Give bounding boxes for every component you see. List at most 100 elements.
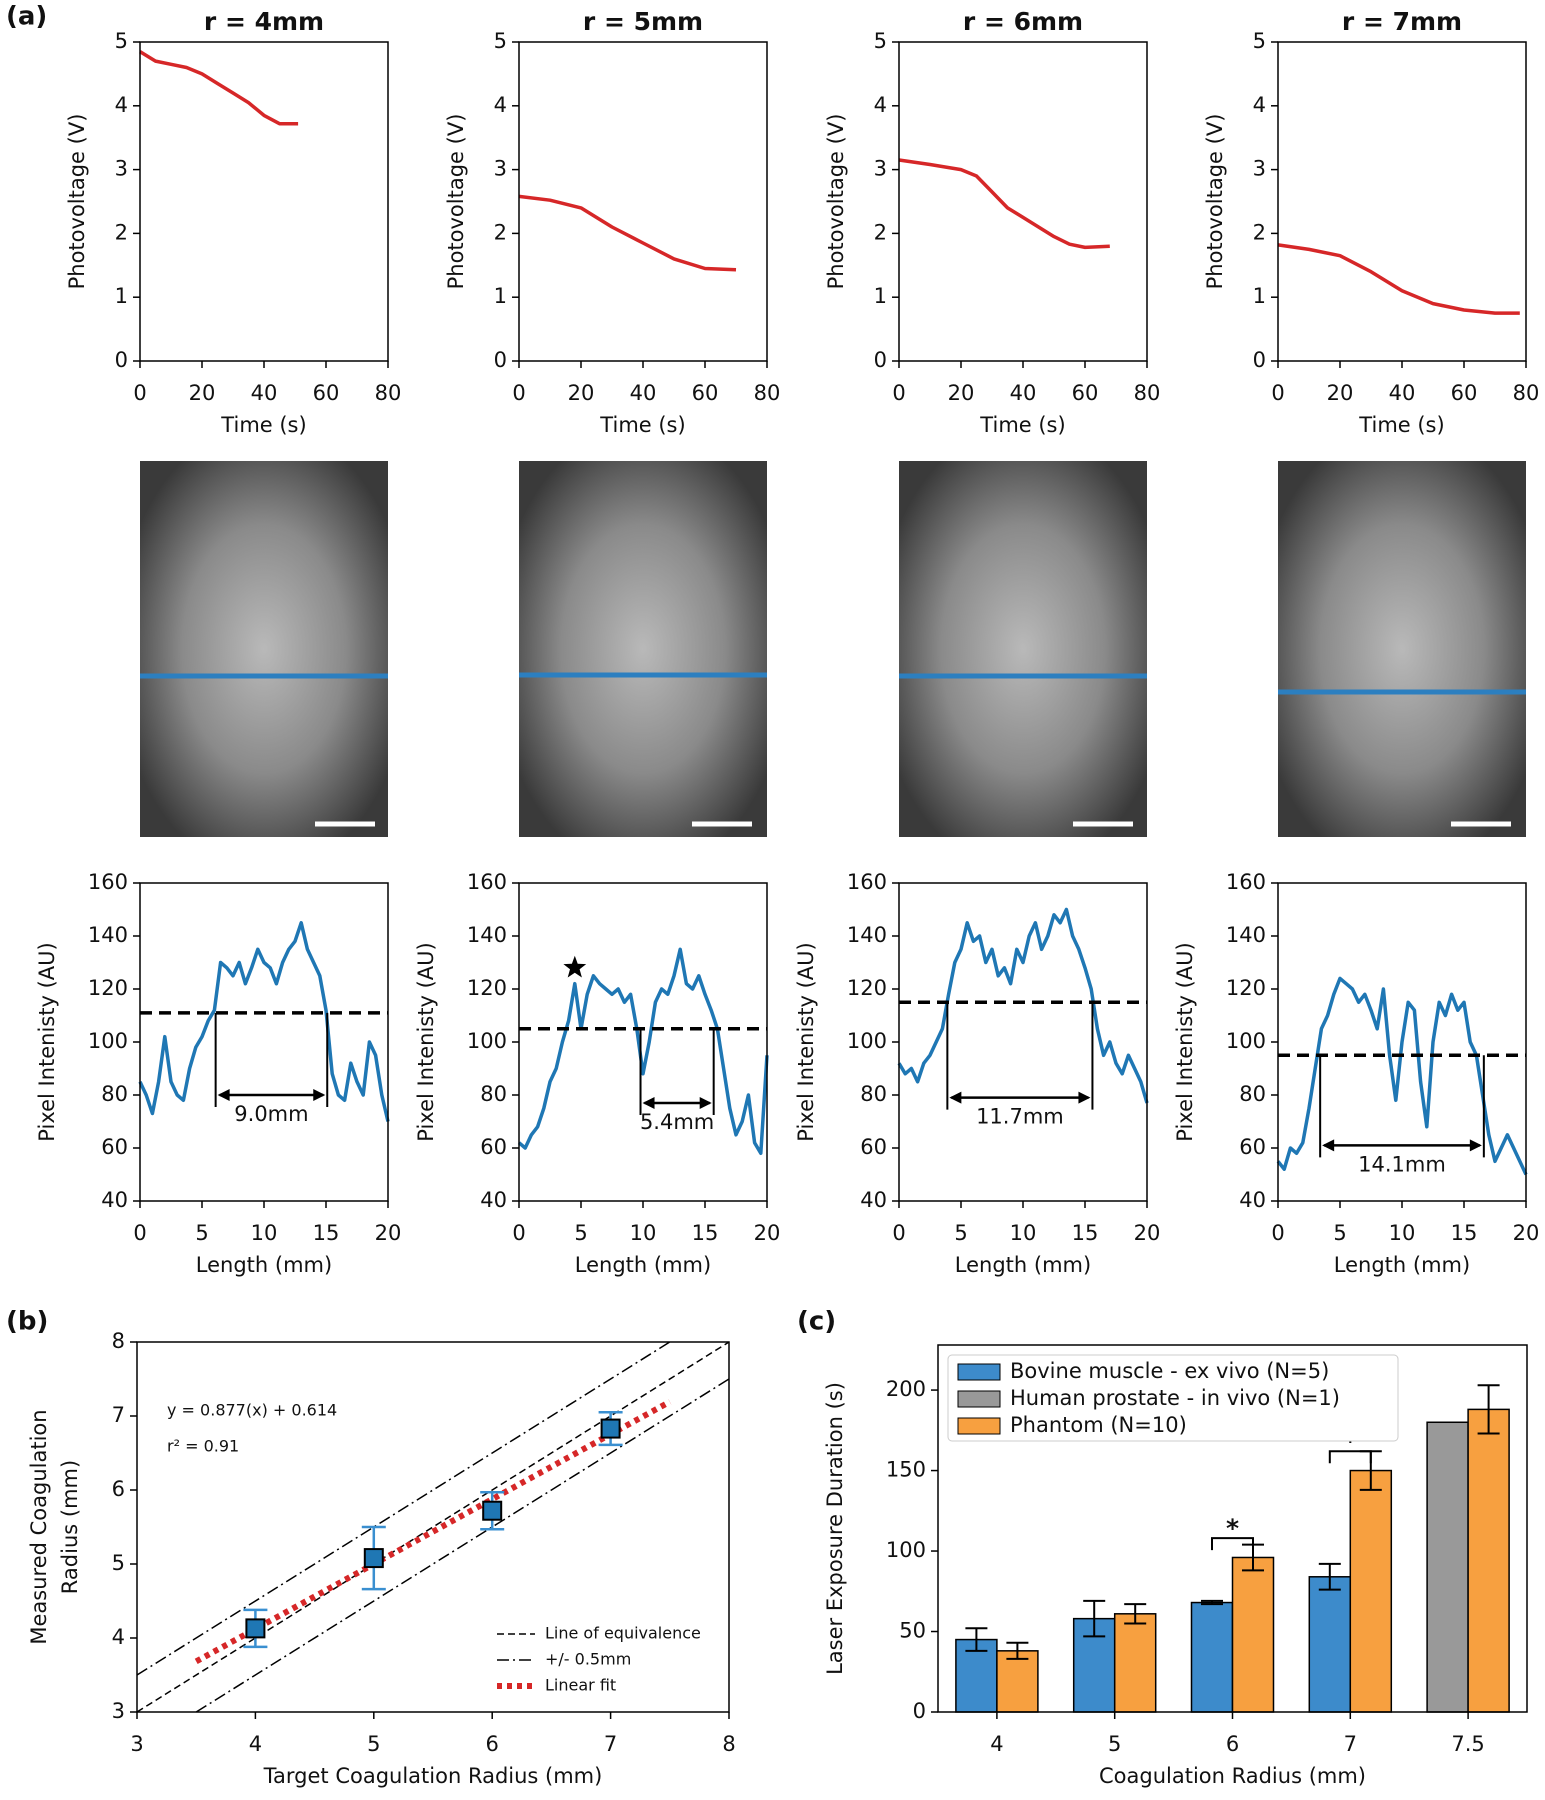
significance-bracket bbox=[1328, 1450, 1372, 1464]
y-tick-label: 1 bbox=[1253, 284, 1266, 308]
tissue-image bbox=[1278, 461, 1526, 837]
x-tick-label: 0 bbox=[892, 1221, 905, 1245]
point bbox=[363, 1548, 384, 1569]
axes-frame bbox=[139, 882, 389, 1202]
legend-label: Bovine muscle - ex vivo (N=5) bbox=[1010, 1359, 1329, 1383]
x-axis-label: Time (s) bbox=[1358, 413, 1444, 437]
bar bbox=[1190, 1601, 1234, 1713]
x-tick-label: 4 bbox=[249, 1732, 262, 1756]
axes-frame bbox=[518, 882, 768, 1202]
y-tick-label: 150 bbox=[886, 1458, 926, 1482]
x-tick-label: 20 bbox=[1327, 381, 1354, 405]
x-tick-label: 15 bbox=[1072, 1221, 1099, 1245]
axes-frame bbox=[1277, 41, 1527, 362]
y-tick-label: 120 bbox=[1226, 976, 1266, 1000]
x-tick-label: 60 bbox=[313, 381, 340, 405]
tissue-image bbox=[140, 461, 388, 837]
x-tick-label: 20 bbox=[1134, 1221, 1161, 1245]
x-tick-label: 15 bbox=[313, 1221, 340, 1245]
y-tick-label: 80 bbox=[860, 1082, 887, 1106]
bar bbox=[1349, 1469, 1393, 1713]
significance-label: * bbox=[1226, 1514, 1239, 1543]
x-tick-label: 0 bbox=[512, 1221, 525, 1245]
span-label: 9.0mm bbox=[234, 1102, 308, 1126]
x-tick-label: 7 bbox=[1344, 1732, 1357, 1756]
arrow-head bbox=[313, 1089, 326, 1101]
x-tick-label: 60 bbox=[1072, 381, 1099, 405]
span-label: 5.4mm bbox=[640, 1110, 714, 1134]
x-tick-label: 20 bbox=[568, 381, 595, 405]
x-axis-label: Length (mm) bbox=[575, 1253, 711, 1277]
y-tick-label: 5 bbox=[874, 29, 887, 53]
fit-line bbox=[136, 1341, 730, 1713]
significance-bracket bbox=[1211, 1537, 1254, 1551]
y-axis-label: Pixel Intenisty (AU) bbox=[794, 942, 818, 1141]
legend-label: +/- 0.5mm bbox=[545, 1650, 631, 1669]
y-tick-label: 100 bbox=[88, 1029, 128, 1053]
y-tick-label: 4 bbox=[112, 1625, 125, 1649]
y-axis-label: Laser Exposure Duration (s) bbox=[823, 1382, 847, 1675]
x-tick-label: 80 bbox=[754, 381, 781, 405]
point bbox=[600, 1418, 621, 1439]
y-tick-label: 2 bbox=[874, 220, 887, 244]
y-axis-label: Photovoltage (V) bbox=[65, 114, 89, 290]
chart-title: r = 6mm bbox=[963, 7, 1083, 36]
y-tick-label: 200 bbox=[886, 1377, 926, 1401]
point bbox=[245, 1618, 266, 1639]
star-marker bbox=[563, 955, 587, 978]
y-tick-label: 60 bbox=[480, 1135, 507, 1159]
arrow-head bbox=[217, 1089, 230, 1101]
y-axis-label: Pixel Intenisty (AU) bbox=[414, 942, 438, 1141]
x-tick-label: 5 bbox=[195, 1221, 208, 1245]
bar bbox=[1113, 1613, 1157, 1713]
bar bbox=[1426, 1421, 1469, 1713]
y-tick-label: 60 bbox=[1239, 1135, 1266, 1159]
data-line bbox=[897, 907, 1149, 1104]
axes-frame bbox=[518, 41, 768, 362]
x-tick-label: 80 bbox=[1134, 381, 1161, 405]
data-line bbox=[517, 947, 769, 1156]
x-tick-label: 40 bbox=[630, 381, 657, 405]
arrow-head bbox=[1322, 1139, 1335, 1152]
x-axis-label: Time (s) bbox=[220, 413, 306, 437]
y-tick-label: 40 bbox=[480, 1188, 507, 1212]
x-tick-label: 60 bbox=[692, 381, 719, 405]
annotation: r² = 0.91 bbox=[167, 1437, 239, 1456]
span-label: 14.1mm bbox=[1358, 1152, 1446, 1176]
tissue-image bbox=[519, 461, 767, 837]
y-tick-label: 2 bbox=[494, 220, 507, 244]
x-tick-label: 6 bbox=[486, 1732, 499, 1756]
x-tick-label: 0 bbox=[1271, 381, 1284, 405]
y-tick-label: 60 bbox=[860, 1135, 887, 1159]
y-tick-label: 5 bbox=[1253, 29, 1266, 53]
legend-label: Human prostate - in vivo (N=1) bbox=[1010, 1386, 1340, 1410]
y-tick-label: 100 bbox=[847, 1029, 887, 1053]
x-tick-label: 5 bbox=[1108, 1732, 1121, 1756]
y-tick-label: 0 bbox=[1253, 348, 1266, 372]
x-tick-label: 10 bbox=[1010, 1221, 1037, 1245]
y-tick-label: 160 bbox=[88, 870, 128, 894]
y-tick-label: 0 bbox=[874, 348, 887, 372]
x-tick-label: 20 bbox=[189, 381, 216, 405]
bar bbox=[1231, 1556, 1275, 1713]
bar bbox=[1467, 1408, 1510, 1713]
y-tick-label: 5 bbox=[115, 29, 128, 53]
tissue-image bbox=[899, 461, 1147, 837]
y-tick-label: 60 bbox=[101, 1135, 128, 1159]
panel-label: (c) bbox=[797, 1307, 836, 1337]
legend-label: Line of equivalence bbox=[545, 1624, 701, 1643]
y-tick-label: 2 bbox=[1253, 220, 1266, 244]
y-axis-label: Measured Coagulation bbox=[27, 1409, 51, 1644]
axes-frame bbox=[898, 41, 1148, 362]
x-tick-label: 20 bbox=[948, 381, 975, 405]
y-tick-label: 4 bbox=[115, 93, 128, 117]
data-line bbox=[1277, 243, 1520, 315]
x-axis-label: Length (mm) bbox=[955, 1253, 1091, 1277]
bar bbox=[1308, 1576, 1352, 1713]
y-tick-label: 50 bbox=[899, 1619, 926, 1643]
y-axis-label: Photovoltage (V) bbox=[824, 114, 848, 290]
y-tick-label: 4 bbox=[874, 93, 887, 117]
x-tick-label: 5 bbox=[954, 1221, 967, 1245]
y-tick-label: 140 bbox=[847, 923, 887, 947]
